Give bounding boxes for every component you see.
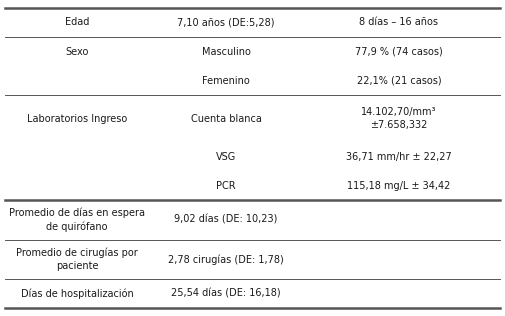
Text: Laboratorios Ingreso: Laboratorios Ingreso <box>27 114 127 124</box>
Text: 25,54 días (DE: 16,18): 25,54 días (DE: 16,18) <box>171 289 281 299</box>
Text: 14.102,70/mm³
±7.658,332: 14.102,70/mm³ ±7.658,332 <box>361 107 437 130</box>
Text: 8 días – 16 años: 8 días – 16 años <box>360 17 438 27</box>
Text: PCR: PCR <box>216 181 236 191</box>
Text: 2,78 cirugías (DE: 1,78): 2,78 cirugías (DE: 1,78) <box>168 254 284 264</box>
Text: Días de hospitalización: Días de hospitalización <box>21 288 133 299</box>
Text: Masculino: Masculino <box>201 47 250 57</box>
Text: Cuenta blanca: Cuenta blanca <box>190 114 262 124</box>
Text: 7,10 años (DE:5,28): 7,10 años (DE:5,28) <box>177 17 275 27</box>
Text: 115,18 mg/L ± 34,42: 115,18 mg/L ± 34,42 <box>347 181 450 191</box>
Text: Sexo: Sexo <box>65 47 89 57</box>
Text: 77,9 % (74 casos): 77,9 % (74 casos) <box>355 47 443 57</box>
Text: Edad: Edad <box>65 17 89 27</box>
Text: 22,1% (21 casos): 22,1% (21 casos) <box>357 76 441 86</box>
Text: Promedio de cirugías por
paciente: Promedio de cirugías por paciente <box>16 248 138 271</box>
Text: Femenino: Femenino <box>202 76 250 86</box>
Text: 36,71 mm/hr ± 22,27: 36,71 mm/hr ± 22,27 <box>346 152 452 161</box>
Text: 9,02 días (DE: 10,23): 9,02 días (DE: 10,23) <box>174 215 278 225</box>
Text: Promedio de días en espera
de quirófano: Promedio de días en espera de quirófano <box>9 208 145 232</box>
Text: VSG: VSG <box>216 152 236 161</box>
